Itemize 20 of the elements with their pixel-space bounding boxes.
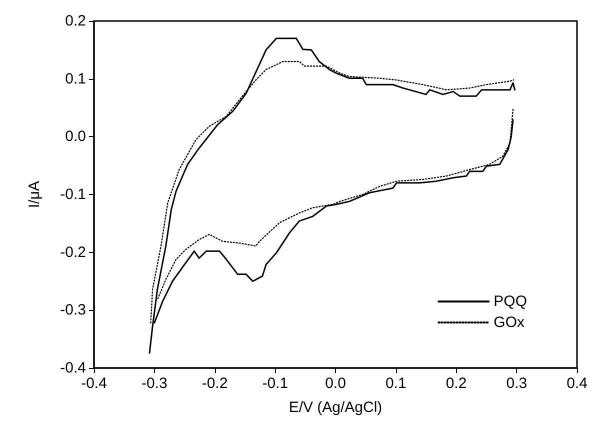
x-tick-label: -0.2: [202, 375, 228, 392]
x-tick-label: -0.4: [81, 375, 107, 392]
y-tick-label: 0.2: [65, 12, 86, 30]
x-tick-label: 0.1: [385, 375, 406, 392]
x-tick-label: 0.0: [325, 375, 346, 392]
y-tick-label: 0.0: [65, 128, 86, 146]
x-tick-label: -0.3: [141, 375, 168, 392]
x-tick-label: 0.4: [566, 375, 588, 392]
x-axis-title: E/V (Ag/AgCl): [288, 399, 382, 416]
x-tick-label: -0.1: [262, 375, 288, 392]
x-tick-label: 0.2: [446, 375, 467, 392]
y-tick-label: 0.1: [65, 70, 86, 88]
legend-label: GOx: [494, 314, 525, 331]
y-tick-label: -0.3: [60, 302, 86, 319]
legend-label: PQQ: [494, 293, 528, 310]
y-tick-label: -0.2: [60, 244, 86, 261]
y-tick-label: -0.4: [60, 360, 86, 376]
y-axis-title: I/μA: [26, 181, 43, 208]
y-tick-label: -0.1: [60, 186, 86, 203]
x-tick-label: 0.3: [506, 375, 528, 392]
